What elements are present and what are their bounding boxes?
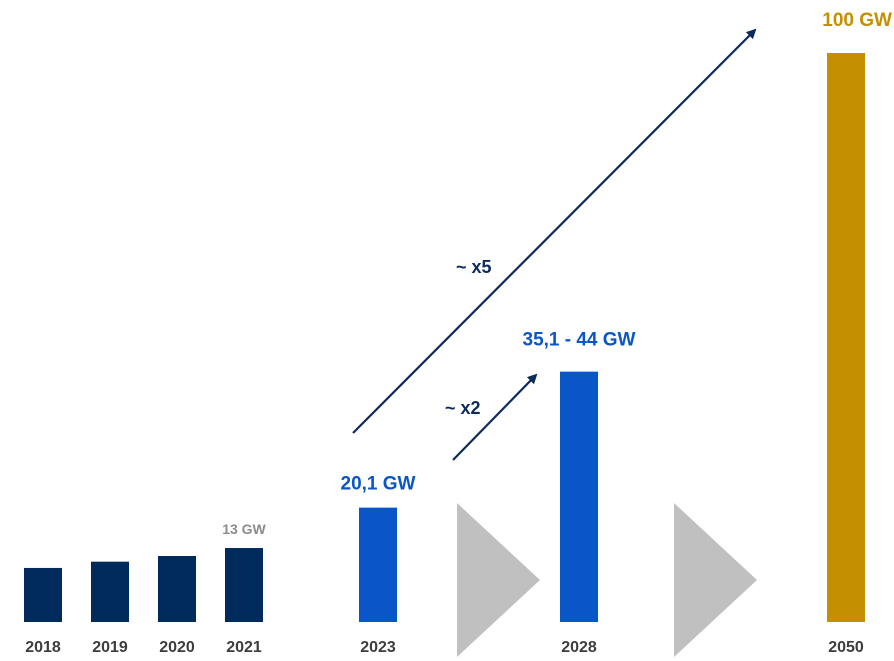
chevron-shape — [457, 503, 540, 657]
bar-2050 — [827, 53, 865, 622]
bar-2028 — [560, 371, 598, 622]
tick-label-2023: 2023 — [360, 639, 396, 656]
bar-2021 — [225, 548, 263, 622]
arrow-x2 — [452, 373, 538, 461]
value-label-2023: 20,1 GW — [341, 474, 416, 495]
chevron-shape — [674, 503, 757, 657]
tick-label-2028: 2028 — [561, 639, 597, 656]
value-label-2050: 100 GW — [822, 10, 892, 31]
value-label-2021: 13 GW — [222, 521, 266, 537]
tick-label-2021: 2021 — [226, 639, 262, 656]
bar-2019 — [91, 561, 129, 622]
bars-group — [24, 53, 865, 622]
tick-label-2018: 2018 — [25, 639, 61, 656]
bar-2018 — [24, 567, 62, 622]
annotation-x2: ~ x2 — [445, 398, 481, 418]
annotation-x5: ~ x5 — [456, 257, 492, 277]
value-label-2028: 35,1 - 44 GW — [523, 330, 636, 351]
bar-2023 — [359, 507, 397, 622]
tick-labels-group: 2018 2019 2020 2021 2023 2028 2050 — [25, 639, 864, 656]
bar-2020 — [158, 555, 196, 622]
tick-label-2020: 2020 — [159, 639, 195, 656]
tick-label-2019: 2019 — [92, 639, 128, 656]
tick-label-2050: 2050 — [828, 639, 864, 656]
value-labels-group: 13 GW 20,1 GW 35,1 - 44 GW 100 GW — [222, 10, 892, 537]
arrow-x5 — [352, 28, 757, 434]
